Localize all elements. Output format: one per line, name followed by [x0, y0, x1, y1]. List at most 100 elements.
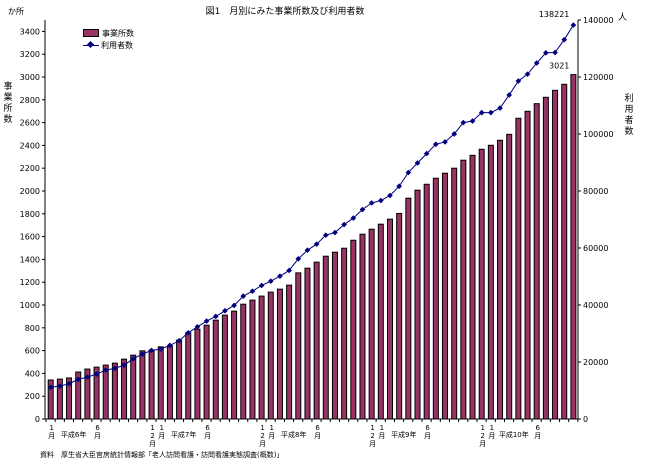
- x-tick-label: 6月: [533, 424, 542, 439]
- bar: [322, 255, 329, 420]
- legend-label: 事業所数: [102, 28, 134, 38]
- bar: [542, 96, 549, 420]
- legend-label: 利用者数: [101, 40, 133, 50]
- x-tick-label: 12月: [148, 424, 157, 447]
- x-tick-label: 12月: [478, 424, 487, 447]
- chart-title: 図1 月別にみた事業所数及び利用者数: [205, 7, 365, 17]
- bar: [148, 349, 155, 420]
- line-marker: [75, 376, 82, 383]
- line-series: [50, 24, 574, 388]
- right-tick-label: 100000: [583, 130, 614, 139]
- legend-item-line: 利用者数: [83, 39, 143, 51]
- line-marker: [387, 192, 393, 199]
- bar: [84, 368, 91, 420]
- right-axis-title: 利用者数: [624, 94, 634, 137]
- line-marker: [322, 232, 329, 239]
- bar: [130, 354, 137, 420]
- line-marker: [185, 329, 192, 336]
- line-marker: [249, 288, 256, 294]
- bar: [295, 272, 302, 420]
- bar: [258, 295, 265, 420]
- line-marker: [231, 302, 237, 309]
- right-tick-label: 80000: [583, 187, 608, 196]
- left-tick-label: 2000: [20, 187, 40, 196]
- bar: [267, 291, 274, 420]
- bar: [111, 362, 118, 420]
- right-tick-label: 140000: [583, 16, 614, 25]
- bar: [212, 319, 219, 420]
- bar: [377, 223, 384, 420]
- bar: [487, 144, 494, 420]
- line-marker: [139, 351, 146, 357]
- bar: [497, 139, 504, 420]
- bar: [478, 148, 485, 420]
- line-marker: [212, 313, 219, 320]
- bar: [157, 346, 164, 420]
- line-marker: [377, 197, 384, 204]
- left-axis-title: 事業所数: [3, 82, 13, 125]
- legend: 事業所数 利用者数: [83, 27, 143, 51]
- left-tick-label: 2200: [20, 164, 40, 173]
- bar: [185, 332, 192, 420]
- left-tick-label: 2600: [20, 119, 40, 128]
- bar: [249, 299, 256, 420]
- line-marker: [157, 346, 164, 352]
- line-marker: [543, 49, 549, 56]
- line-marker: [148, 347, 155, 354]
- line-marker: [533, 60, 540, 66]
- line-marker: [350, 215, 357, 221]
- bar: [203, 324, 210, 420]
- line-marker: [524, 71, 531, 77]
- bar: [231, 310, 238, 420]
- line-marker: [359, 206, 366, 213]
- line-marker: [570, 22, 577, 28]
- year-label: 平成10年: [498, 431, 529, 439]
- line-marker: [277, 273, 283, 279]
- left-tick-label: 1200: [20, 278, 40, 287]
- left-tick-label: 1000: [20, 301, 40, 310]
- line-marker: [488, 109, 494, 116]
- bar-data-label: 3021: [549, 62, 569, 71]
- line-marker: [332, 229, 338, 236]
- line-marker: [423, 150, 430, 157]
- x-tick-label: 12月: [368, 424, 377, 447]
- bar: [414, 189, 421, 420]
- line-marker: [240, 293, 247, 299]
- bar: [552, 89, 559, 420]
- bar: [469, 154, 476, 420]
- bar: [102, 364, 109, 420]
- line-marker: [121, 362, 127, 368]
- line-marker: [222, 307, 228, 314]
- bar-swatch-icon: [83, 29, 99, 37]
- bar: [423, 183, 430, 420]
- x-tick-label: 6月: [423, 424, 432, 439]
- x-tick-label: 1月: [267, 424, 276, 439]
- bar: [561, 83, 568, 420]
- bar: [524, 110, 531, 420]
- bar: [194, 328, 201, 420]
- bar: [432, 177, 439, 420]
- right-tick-label: 40000: [583, 301, 608, 310]
- line-marker: [515, 78, 522, 84]
- line-marker: [102, 367, 109, 373]
- line-marker: [66, 380, 72, 387]
- bar: [313, 261, 320, 420]
- line-marker: [414, 160, 421, 166]
- line-marker: [267, 278, 274, 284]
- left-tick-label: 1600: [20, 233, 40, 242]
- bar: [221, 314, 228, 420]
- bar: [368, 228, 375, 420]
- line-marker: [442, 139, 448, 145]
- bar: [121, 358, 128, 420]
- bar: [176, 339, 183, 420]
- left-tick-label: 200: [25, 392, 40, 401]
- line-marker: [405, 169, 412, 176]
- left-tick-label: 3200: [20, 50, 40, 59]
- right-axis-unit: 人: [618, 13, 628, 23]
- line-marker: [478, 109, 485, 116]
- x-tick-label: 6月: [313, 424, 322, 439]
- bar: [47, 379, 54, 420]
- left-tick-label: 800: [25, 324, 40, 333]
- left-axis-unit: か所: [8, 7, 24, 16]
